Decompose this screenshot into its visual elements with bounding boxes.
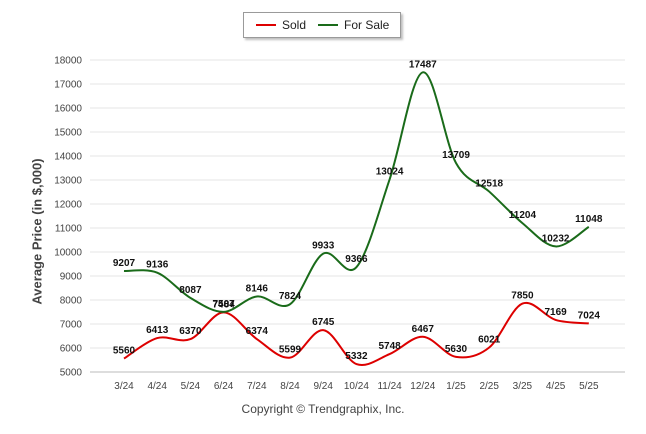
data-label-sold: 5748 [378,341,401,352]
y-axis-ticks: 5000 6000 7000 8000 9000 10000 11000 12000 13000… [54,56,82,379]
data-label-sold: 5599 [279,345,302,356]
x-tick-label: 3/24 [114,381,134,392]
data-label-for-sale: 17487 [409,59,437,70]
y-tick-label: 17000 [54,80,82,91]
x-tick-label: 8/24 [280,381,300,392]
y-tick-label: 15000 [54,128,82,139]
data-label-sold: 6374 [246,326,269,337]
data-label-for-sale: 7507 [212,299,235,310]
data-label-for-sale: 8087 [179,285,202,296]
data-label-for-sale: 9933 [312,241,335,252]
x-axis-ticks: 3/24 4/24 5/24 6/24 7/24 8/24 9/24 10/24 11/24 12… [114,381,599,392]
x-tick-label: 5/25 [579,381,599,392]
x-tick-label: 4/24 [147,381,167,392]
data-label-sold: 7169 [544,307,567,318]
legend: Sold For Sale [243,12,401,38]
y-axis-title: Average Price (in $,000) [29,158,45,305]
x-tick-label: 10/24 [344,381,369,392]
data-label-sold: 5560 [113,346,136,357]
y-tick-label: 16000 [54,104,82,115]
data-label-for-sale: 13024 [376,166,404,177]
series-line-sold [123,301,589,366]
data-label-for-sale: 10232 [542,233,570,244]
legend-swatch-for-sale [318,24,338,26]
data-label-sold: 6370 [179,326,202,337]
y-tick-label: 13000 [54,176,82,187]
data-label-sold: 7024 [578,310,601,321]
y-tick-label: 9000 [60,272,83,283]
data-label-for-sale: 8146 [246,283,269,294]
series-line-for-sale [123,71,590,313]
data-label-sold: 5630 [445,344,468,355]
data-label-for-sale: 12518 [475,179,503,190]
data-label-for-sale: 9136 [146,260,169,271]
legend-item-sold[interactable]: Sold [256,13,306,37]
y-tick-label: 11000 [55,224,83,235]
y-tick-label: 12000 [54,200,82,211]
data-label-for-sale: 9366 [345,254,368,265]
legend-label-for-sale: For Sale [344,18,390,32]
x-tick-label: 11/24 [377,381,402,392]
y-tick-label: 6000 [60,344,83,355]
data-label-sold: 7484 [212,299,235,310]
gridlines [90,59,625,373]
data-label-sold: 7850 [511,291,534,302]
x-tick-label: 9/24 [313,381,333,392]
y-tick-label: 18000 [54,56,82,67]
legend-item-for-sale[interactable]: For Sale [318,13,389,37]
x-tick-label: 7/24 [247,381,267,392]
data-labels: 5560 6413 6370 7484 6374 5599 6745 5332 5748 6467… [113,59,603,362]
copyright-footer: Copyright © Trendgraphix, Inc. [241,402,405,416]
data-label-sold: 6413 [146,325,169,336]
data-label-for-sale: 13709 [442,150,470,161]
data-label-sold: 6021 [478,334,501,345]
y-tick-label: 14000 [54,152,82,163]
data-label-sold: 6745 [312,317,335,328]
y-tick-label: 8000 [60,296,83,307]
data-label-for-sale: 11204 [509,210,537,221]
x-tick-label: 12/24 [410,381,435,392]
x-tick-label: 6/24 [214,381,234,392]
x-tick-label: 5/24 [181,381,201,392]
data-label-sold: 6467 [412,324,435,335]
y-tick-label: 10000 [54,248,82,259]
data-label-for-sale: 9207 [113,258,136,269]
legend-swatch-sold [256,24,276,26]
y-tick-label: 5000 [60,368,83,379]
x-tick-label: 4/25 [546,381,566,392]
data-label-for-sale: 7824 [279,291,302,302]
legend-label-sold: Sold [282,18,307,32]
x-tick-label: 1/25 [446,381,466,392]
x-tick-label: 3/25 [513,381,533,392]
series-lines [123,71,590,366]
data-label-sold: 5332 [345,351,368,362]
x-tick-label: 2/25 [479,381,499,392]
data-label-for-sale: 11048 [575,214,603,225]
y-tick-label: 7000 [60,320,83,331]
